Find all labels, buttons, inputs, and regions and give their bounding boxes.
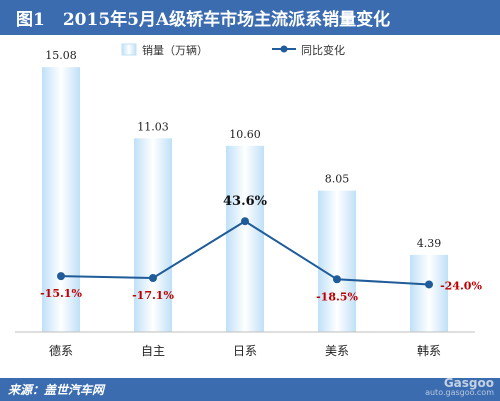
legend-marker-line (280, 45, 288, 53)
line-point-0 (57, 272, 65, 281)
bar-value-label-4: 4.39 (417, 237, 442, 250)
bar-4 (410, 254, 448, 332)
line-series: -15.1% -17.1% 43.6% -18.5% -24.0% (40, 194, 482, 303)
category-label-1: 自主 (141, 344, 165, 358)
legend-swatch-bar (121, 43, 137, 56)
category-label-3: 美系 (325, 344, 349, 358)
watermark-url: auto.gasgoo.com (425, 388, 494, 397)
category-label-4: 韩系 (417, 343, 441, 358)
line-value-label-1: -17.1% (132, 289, 174, 302)
bar-value-label-1: 11.03 (137, 120, 169, 133)
watermark-brand: Gasgoo (443, 376, 494, 390)
bar-value-label-0: 15.08 (45, 49, 77, 62)
legend-label-line: 同比变化 (301, 43, 345, 57)
line-point-3 (333, 275, 341, 284)
figure-label: 图1 (16, 10, 45, 30)
chart-title: 2015年5月A级轿车市场主流派系销量变化 (62, 10, 391, 30)
category-label-2: 日系 (233, 344, 257, 358)
line-point-4 (425, 280, 433, 289)
bar-value-label-3: 8.05 (325, 173, 350, 186)
bar-1 (134, 138, 172, 332)
watermark-logo: Gasgoo auto.gasgoo.com (425, 376, 494, 398)
title-bar: 图1 2015年5月A级轿车市场主流派系销量变化 (0, 0, 500, 35)
bar-3 (318, 190, 356, 332)
bar-2 (226, 145, 264, 332)
bar-0 (42, 67, 80, 332)
line-point-1 (149, 273, 157, 282)
line-value-label-3: -18.5% (316, 290, 358, 303)
line-value-label-2: 43.6% (223, 194, 268, 209)
category-labels: 德系 自主 日系 美系 韩系 (49, 343, 441, 358)
legend: 销量（万辆） 同比变化 (121, 43, 345, 57)
bar-value-label-2: 10.60 (229, 128, 261, 141)
bar-series: 15.08 11.03 10.60 8.05 4.39 (42, 49, 448, 332)
source-text: 来源：盖世汽车网 (8, 383, 105, 397)
category-label-0: 德系 (49, 343, 73, 358)
chart: 销量（万辆） 同比变化 15.08 11.03 10.60 8.05 4.39 德系 自主 日… (15, 43, 482, 358)
source-bar: 来源：盖世汽车网 Gasgoo auto.gasgoo.com (0, 376, 500, 401)
line-value-label-0: -15.1% (40, 287, 82, 300)
line-value-label-4: -24.0% (440, 279, 482, 292)
legend-label-bar: 销量（万辆） (142, 43, 208, 57)
line-point-2 (241, 217, 249, 226)
